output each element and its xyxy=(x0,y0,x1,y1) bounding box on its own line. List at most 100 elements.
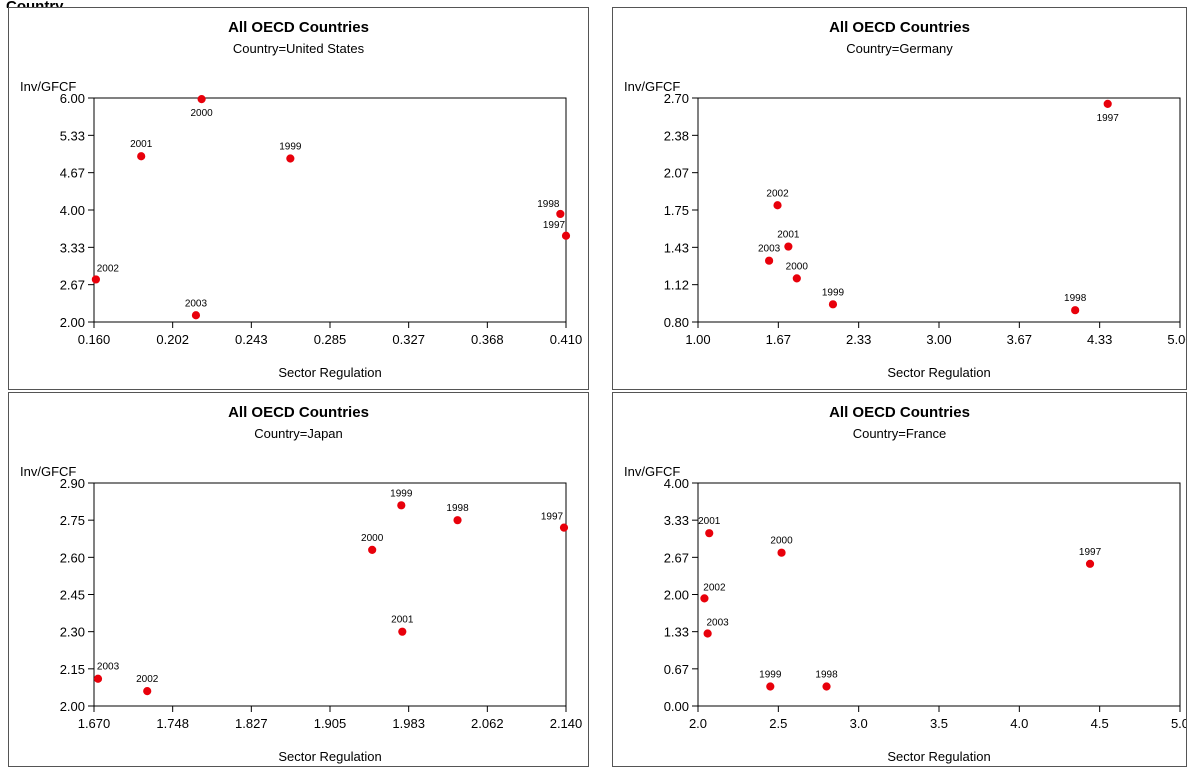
y-tick-label: 3.33 xyxy=(664,513,689,528)
chart-panel-germany: All OECD Countries Country=Germany Inv/GFC… xyxy=(612,7,1187,390)
data-point-1998 xyxy=(453,516,462,525)
data-label-2001: 2001 xyxy=(391,615,414,626)
data-point-1999 xyxy=(286,154,295,163)
data-point-2002 xyxy=(143,687,152,696)
y-tick-label: 0.00 xyxy=(664,699,689,714)
chart-subtitle: Country=France xyxy=(853,426,947,441)
y-axis-label: Inv/GFCF xyxy=(624,464,680,479)
y-tick-label: 2.75 xyxy=(60,513,85,528)
y-tick-label: 2.30 xyxy=(60,625,85,640)
x-tick-label: 0.410 xyxy=(550,332,583,347)
x-tick-label: 2.33 xyxy=(846,332,871,347)
x-tick-label: 1.905 xyxy=(314,716,347,731)
x-tick-label: 2.062 xyxy=(471,716,504,731)
data-point-1997 xyxy=(1085,559,1095,568)
data-point-2001 xyxy=(398,627,407,636)
y-tick-label: 4.67 xyxy=(60,166,85,181)
y-tick-label: 1.75 xyxy=(664,203,689,218)
data-label-2003: 2003 xyxy=(707,618,730,629)
data-point-2002 xyxy=(773,201,782,210)
data-point-2003 xyxy=(764,256,774,265)
y-axis-label: Inv/GFCF xyxy=(20,464,76,479)
data-point-2000 xyxy=(792,274,801,283)
scatter-plot-svg: All OECD Countries Country=United States I… xyxy=(20,19,583,380)
chart-subtitle: Country=Germany xyxy=(846,41,953,56)
data-label-2001: 2001 xyxy=(777,230,800,241)
plot-frame xyxy=(93,97,567,323)
plot-frame xyxy=(697,97,1181,323)
data-label-1997: 1997 xyxy=(1097,113,1120,124)
y-tick-label: 1.43 xyxy=(664,240,689,255)
data-point-1998 xyxy=(1071,306,1080,315)
data-point-2000 xyxy=(777,548,786,557)
data-point-2003 xyxy=(191,311,201,320)
data-label-2000: 2000 xyxy=(190,108,213,119)
data-label-2003: 2003 xyxy=(758,244,781,255)
y-tick-label: 2.45 xyxy=(60,588,85,603)
x-tick-label: 1.670 xyxy=(78,716,111,731)
data-point-1999 xyxy=(766,682,775,691)
y-tick-label: 4.00 xyxy=(60,203,85,218)
data-point-2000 xyxy=(197,95,206,104)
data-label-1998: 1998 xyxy=(446,503,469,514)
data-label-1998: 1998 xyxy=(815,669,838,680)
x-tick-label: 3.67 xyxy=(1007,332,1032,347)
data-point-1997 xyxy=(1103,99,1112,108)
scatter-plot-svg: All OECD Countries Country=France Inv/GFCF… xyxy=(624,404,1186,764)
y-axis-label: Inv/GFCF xyxy=(624,79,680,94)
x-tick-label: 0.160 xyxy=(78,332,111,347)
x-tick-label: 3.00 xyxy=(926,332,951,347)
data-point-2001 xyxy=(705,529,714,538)
chart-subtitle: Country=Japan xyxy=(254,426,343,441)
data-label-1999: 1999 xyxy=(759,669,782,680)
data-point-1998 xyxy=(822,682,831,691)
chart-subtitle: Country=United States xyxy=(233,41,365,56)
y-tick-label: 2.67 xyxy=(60,278,85,293)
data-point-2000 xyxy=(368,545,377,554)
x-tick-label: 1.00 xyxy=(685,332,710,347)
x-tick-label: 0.285 xyxy=(314,332,347,347)
data-label-1997: 1997 xyxy=(541,512,564,523)
x-tick-label: 1.67 xyxy=(766,332,791,347)
x-tick-label: 1.748 xyxy=(156,716,189,731)
data-point-2002 xyxy=(700,594,709,603)
data-label-2002: 2002 xyxy=(766,188,789,199)
data-point-2001 xyxy=(137,152,146,161)
x-axis-label: Sector Regulation xyxy=(278,365,381,380)
data-point-1997 xyxy=(559,523,569,532)
y-tick-label: 2.90 xyxy=(60,476,85,491)
data-label-2003: 2003 xyxy=(185,298,208,309)
x-tick-label: 4.33 xyxy=(1087,332,1112,347)
x-axis-label: Sector Regulation xyxy=(278,749,381,764)
data-label-2000: 2000 xyxy=(361,533,384,544)
data-point-2003 xyxy=(93,674,103,683)
chart-title: All OECD Countries xyxy=(228,404,369,421)
x-tick-label: 0.368 xyxy=(471,332,504,347)
x-tick-label: 1.983 xyxy=(392,716,425,731)
data-point-1999 xyxy=(828,300,838,309)
data-label-2002: 2002 xyxy=(136,674,159,685)
y-tick-label: 1.33 xyxy=(664,625,689,640)
data-point-1997 xyxy=(561,231,571,240)
y-tick-label: 2.00 xyxy=(664,588,689,603)
y-tick-label: 0.67 xyxy=(664,662,689,677)
x-tick-label: 4.5 xyxy=(1091,716,1109,731)
data-point-2002 xyxy=(91,275,100,284)
data-label-1999: 1999 xyxy=(822,287,845,298)
y-tick-label: 2.60 xyxy=(60,550,85,565)
y-tick-label: 4.00 xyxy=(664,476,689,491)
scatter-plot-svg: All OECD Countries Country=Japan Inv/GFCF S… xyxy=(20,404,583,764)
chart-title: All OECD Countries xyxy=(829,404,970,421)
x-tick-label: 0.202 xyxy=(156,332,189,347)
data-label-2002: 2002 xyxy=(97,263,120,274)
data-label-1998: 1998 xyxy=(1064,293,1087,304)
chart-title: All OECD Countries xyxy=(228,19,369,36)
data-label-1997: 1997 xyxy=(543,220,566,231)
x-tick-label: 2.140 xyxy=(550,716,583,731)
x-axis-label: Sector Regulation xyxy=(887,365,990,380)
x-tick-label: 2.5 xyxy=(769,716,787,731)
data-point-1998 xyxy=(556,209,565,219)
x-tick-label: 5.0 xyxy=(1171,716,1186,731)
y-tick-label: 2.00 xyxy=(60,315,85,330)
plot-frame xyxy=(93,482,567,707)
